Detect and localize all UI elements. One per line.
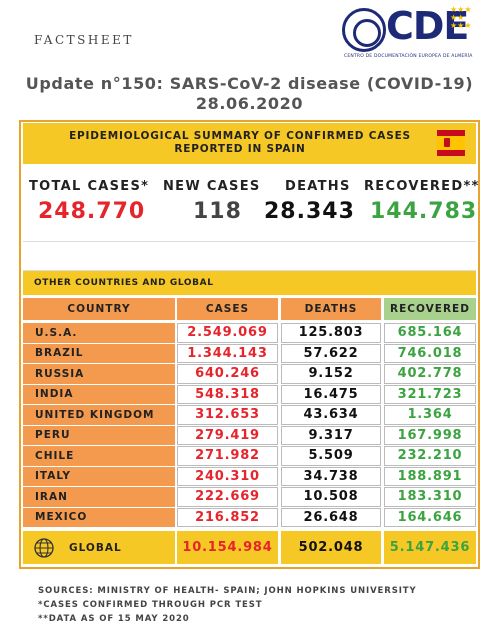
row-country: PERU [23, 425, 175, 445]
new-cases-label: NEW CASES [163, 179, 261, 194]
spain-summary-title: EPIDEMIOLOGICAL SUMMARY OF CONFIRMED CAS… [50, 130, 430, 156]
row-recovered: 164.646 [384, 507, 476, 527]
row-deaths: 43.634 [281, 405, 381, 425]
row-country: U.S.A. [23, 323, 175, 343]
row-deaths: 26.648 [281, 507, 381, 527]
row-cases: 1.344.143 [177, 343, 278, 363]
row-country: UNITED KINGDOM [23, 405, 175, 425]
logo-emblem-icon [342, 8, 386, 52]
row-recovered: 321.723 [384, 384, 476, 404]
eu-stars-icon: ★★★ ★★ ★★★ [450, 5, 472, 30]
row-country: INDIA [23, 384, 175, 404]
global-total-deaths: 502.048 [281, 531, 381, 564]
row-country: RUSSIA [23, 364, 175, 384]
row-deaths: 125.803 [281, 323, 381, 343]
row-cases: 216.852 [177, 507, 278, 527]
logo-text: CDE [386, 4, 469, 48]
row-recovered: 183.310 [384, 487, 476, 507]
row-country: CHILE [23, 446, 175, 466]
row-recovered: 402.778 [384, 364, 476, 384]
total-cases-value: 248.770 [38, 199, 146, 224]
cde-logo: CDE ★★★ ★★ ★★★ CENTRO DE DOCUMENTACIÓN EUR… [340, 4, 475, 66]
row-cases: 640.246 [177, 364, 278, 384]
row-country: BRAZIL [23, 343, 175, 363]
header-recovered: RECOVERED [384, 298, 476, 320]
footer-note-pcr: *CASES CONFIRMED THROUGH PCR TEST [38, 600, 263, 610]
total-cases-label: TOTAL CASES* [29, 179, 150, 194]
row-country: ITALY [23, 466, 175, 486]
row-deaths: 5.509 [281, 446, 381, 466]
row-recovered: 167.998 [384, 425, 476, 445]
row-cases: 548.318 [177, 384, 278, 404]
global-total-recovered: 5.147.436 [384, 531, 476, 564]
row-deaths: 16.475 [281, 384, 381, 404]
spain-summary-title-line1: EPIDEMIOLOGICAL SUMMARY OF CONFIRMED CAS… [69, 130, 411, 142]
row-cases: 279.419 [177, 425, 278, 445]
row-cases: 271.982 [177, 446, 278, 466]
row-country: MEXICO [23, 507, 175, 527]
logo-subtitle: CENTRO DE DOCUMENTACIÓN EUROPEA DE ALMER… [344, 54, 473, 59]
global-banner [23, 271, 476, 295]
header-country: COUNTRY [23, 298, 175, 320]
row-cases: 222.669 [177, 487, 278, 507]
spain-summary-title-line2: REPORTED IN SPAIN [174, 143, 306, 155]
deaths-label: DEATHS [285, 179, 351, 194]
row-cases: 2.549.069 [177, 323, 278, 343]
row-country: IRAN [23, 487, 175, 507]
row-recovered: 232.210 [384, 446, 476, 466]
spain-summary-banner [23, 123, 476, 164]
new-cases-value: 118 [193, 199, 242, 224]
row-recovered: 685.164 [384, 323, 476, 343]
spacer-row [23, 241, 476, 271]
global-total-cases: 10.154.984 [177, 531, 278, 564]
global-banner-title: OTHER COUNTRIES AND GLOBAL [34, 278, 214, 288]
recovered-value: 144.783 [370, 199, 478, 224]
update-title: Update n°150: SARS-CoV-2 disease (COVID-… [25, 74, 474, 93]
row-cases: 312.653 [177, 405, 278, 425]
row-deaths: 10.508 [281, 487, 381, 507]
row-recovered: 746.018 [384, 343, 476, 363]
header-deaths: DEATHS [281, 298, 381, 320]
row-deaths: 9.152 [281, 364, 381, 384]
deaths-value: 28.343 [264, 199, 355, 224]
factsheet-label: FACTSHEET [34, 33, 134, 47]
row-deaths: 34.738 [281, 466, 381, 486]
globe-icon [34, 537, 54, 558]
header-cases: CASES [177, 298, 278, 320]
row-deaths: 57.622 [281, 343, 381, 363]
row-recovered: 188.891 [384, 466, 476, 486]
row-deaths: 9.317 [281, 425, 381, 445]
row-cases: 240.310 [177, 466, 278, 486]
recovered-label: RECOVERED** [364, 179, 480, 194]
row-recovered: 1.364 [384, 405, 476, 425]
global-total-label: GLOBAL [69, 541, 122, 554]
footer-sources: SOURCES: MINISTRY OF HEALTH- SPAIN; JOHN… [38, 586, 417, 596]
footer-note-date: **DATA AS OF 15 MAY 2020 [38, 614, 190, 624]
spain-flag-icon [437, 130, 465, 156]
update-date: 28.06.2020 [195, 94, 304, 113]
global-total-label-cell: GLOBAL [23, 531, 175, 564]
